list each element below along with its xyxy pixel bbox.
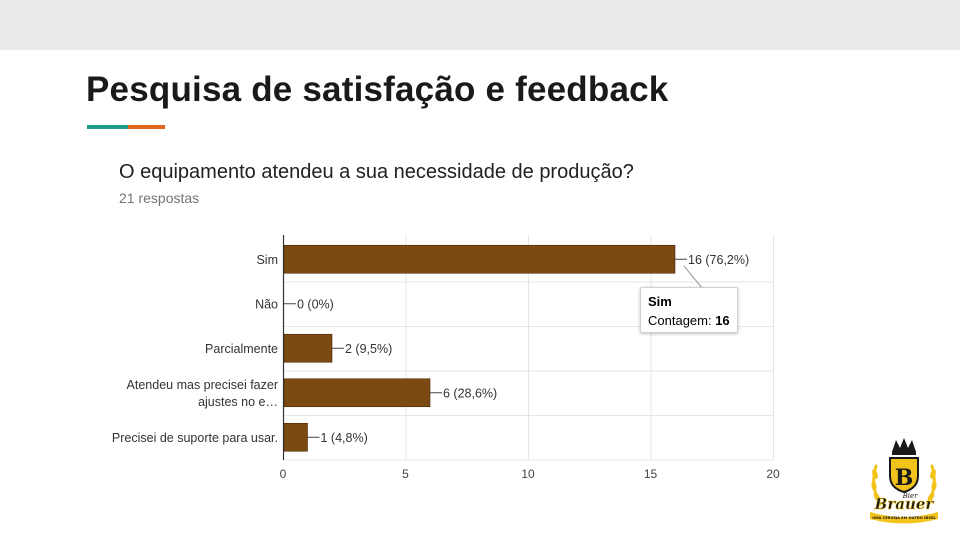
accent-bar-teal [87,125,128,129]
data-label-4: 1 (4,8%) [321,431,368,445]
logo-letter: B [895,465,914,491]
bar-0 [283,244,676,274]
category-label-4: Precisei de suporte para usar. [112,431,278,445]
category-label-2: Parcialmente [205,342,278,356]
category-label-line-3-1: ajustes no e… [198,395,278,409]
tooltip-count-label: Contagem: [648,313,716,328]
x-tick-label-5: 5 [402,467,409,481]
category-label-line-3-0: Atendeu mas precisei fazer [127,378,278,392]
bar-2 [283,333,333,363]
data-label-1: 0 (0%) [297,297,334,311]
x-tick-label-15: 15 [644,467,658,481]
bar-4 [283,422,308,452]
bar-3 [283,378,431,408]
response-count: 21 respostas [119,190,200,206]
chart-tooltip: Sim Contagem: 16 [640,287,738,333]
category-label-line-2-0: Parcialmente [205,342,278,356]
category-label-line-0-0: Sim [256,253,278,267]
logo-brand-text: Brauer [874,495,935,513]
category-label-3: Atendeu mas precisei fazer ajustes no e… [127,378,278,409]
tooltip-connector [683,265,703,289]
tooltip-title: Sim [648,294,672,309]
data-label-3: 6 (28,6%) [443,386,497,400]
x-tick-label-10: 10 [521,467,535,481]
category-label-line-4-0: Precisei de suporte para usar. [112,431,278,445]
tooltip-count-value: 16 [715,313,730,328]
category-label-0: Sim [256,253,278,267]
slide-title: Pesquisa de satisfação e feedback [86,70,669,109]
logo-top-text: Bier [902,492,919,500]
tooltip-count-line: Contagem: 16 [648,311,737,330]
data-label-2: 2 (9,5%) [345,342,392,356]
accent-bar-orange [128,125,165,129]
x-tick-label-0: 0 [280,467,287,481]
data-label-0: 16 (76,2%) [688,253,749,267]
category-label-line-1-0: Não [255,297,278,311]
question-title: O equipamento atendeu a sua necessidade … [119,161,634,183]
category-label-1: Não [255,297,278,311]
bier-brauer-logo: B Bier Brauer UMA CERVEJA EM OUTRO NÍVEL [870,438,938,524]
top-band [0,0,960,50]
x-tick-label-20: 20 [766,467,780,481]
logo-ribbon-text: UMA CERVEJA EM OUTRO NÍVEL [872,515,936,520]
